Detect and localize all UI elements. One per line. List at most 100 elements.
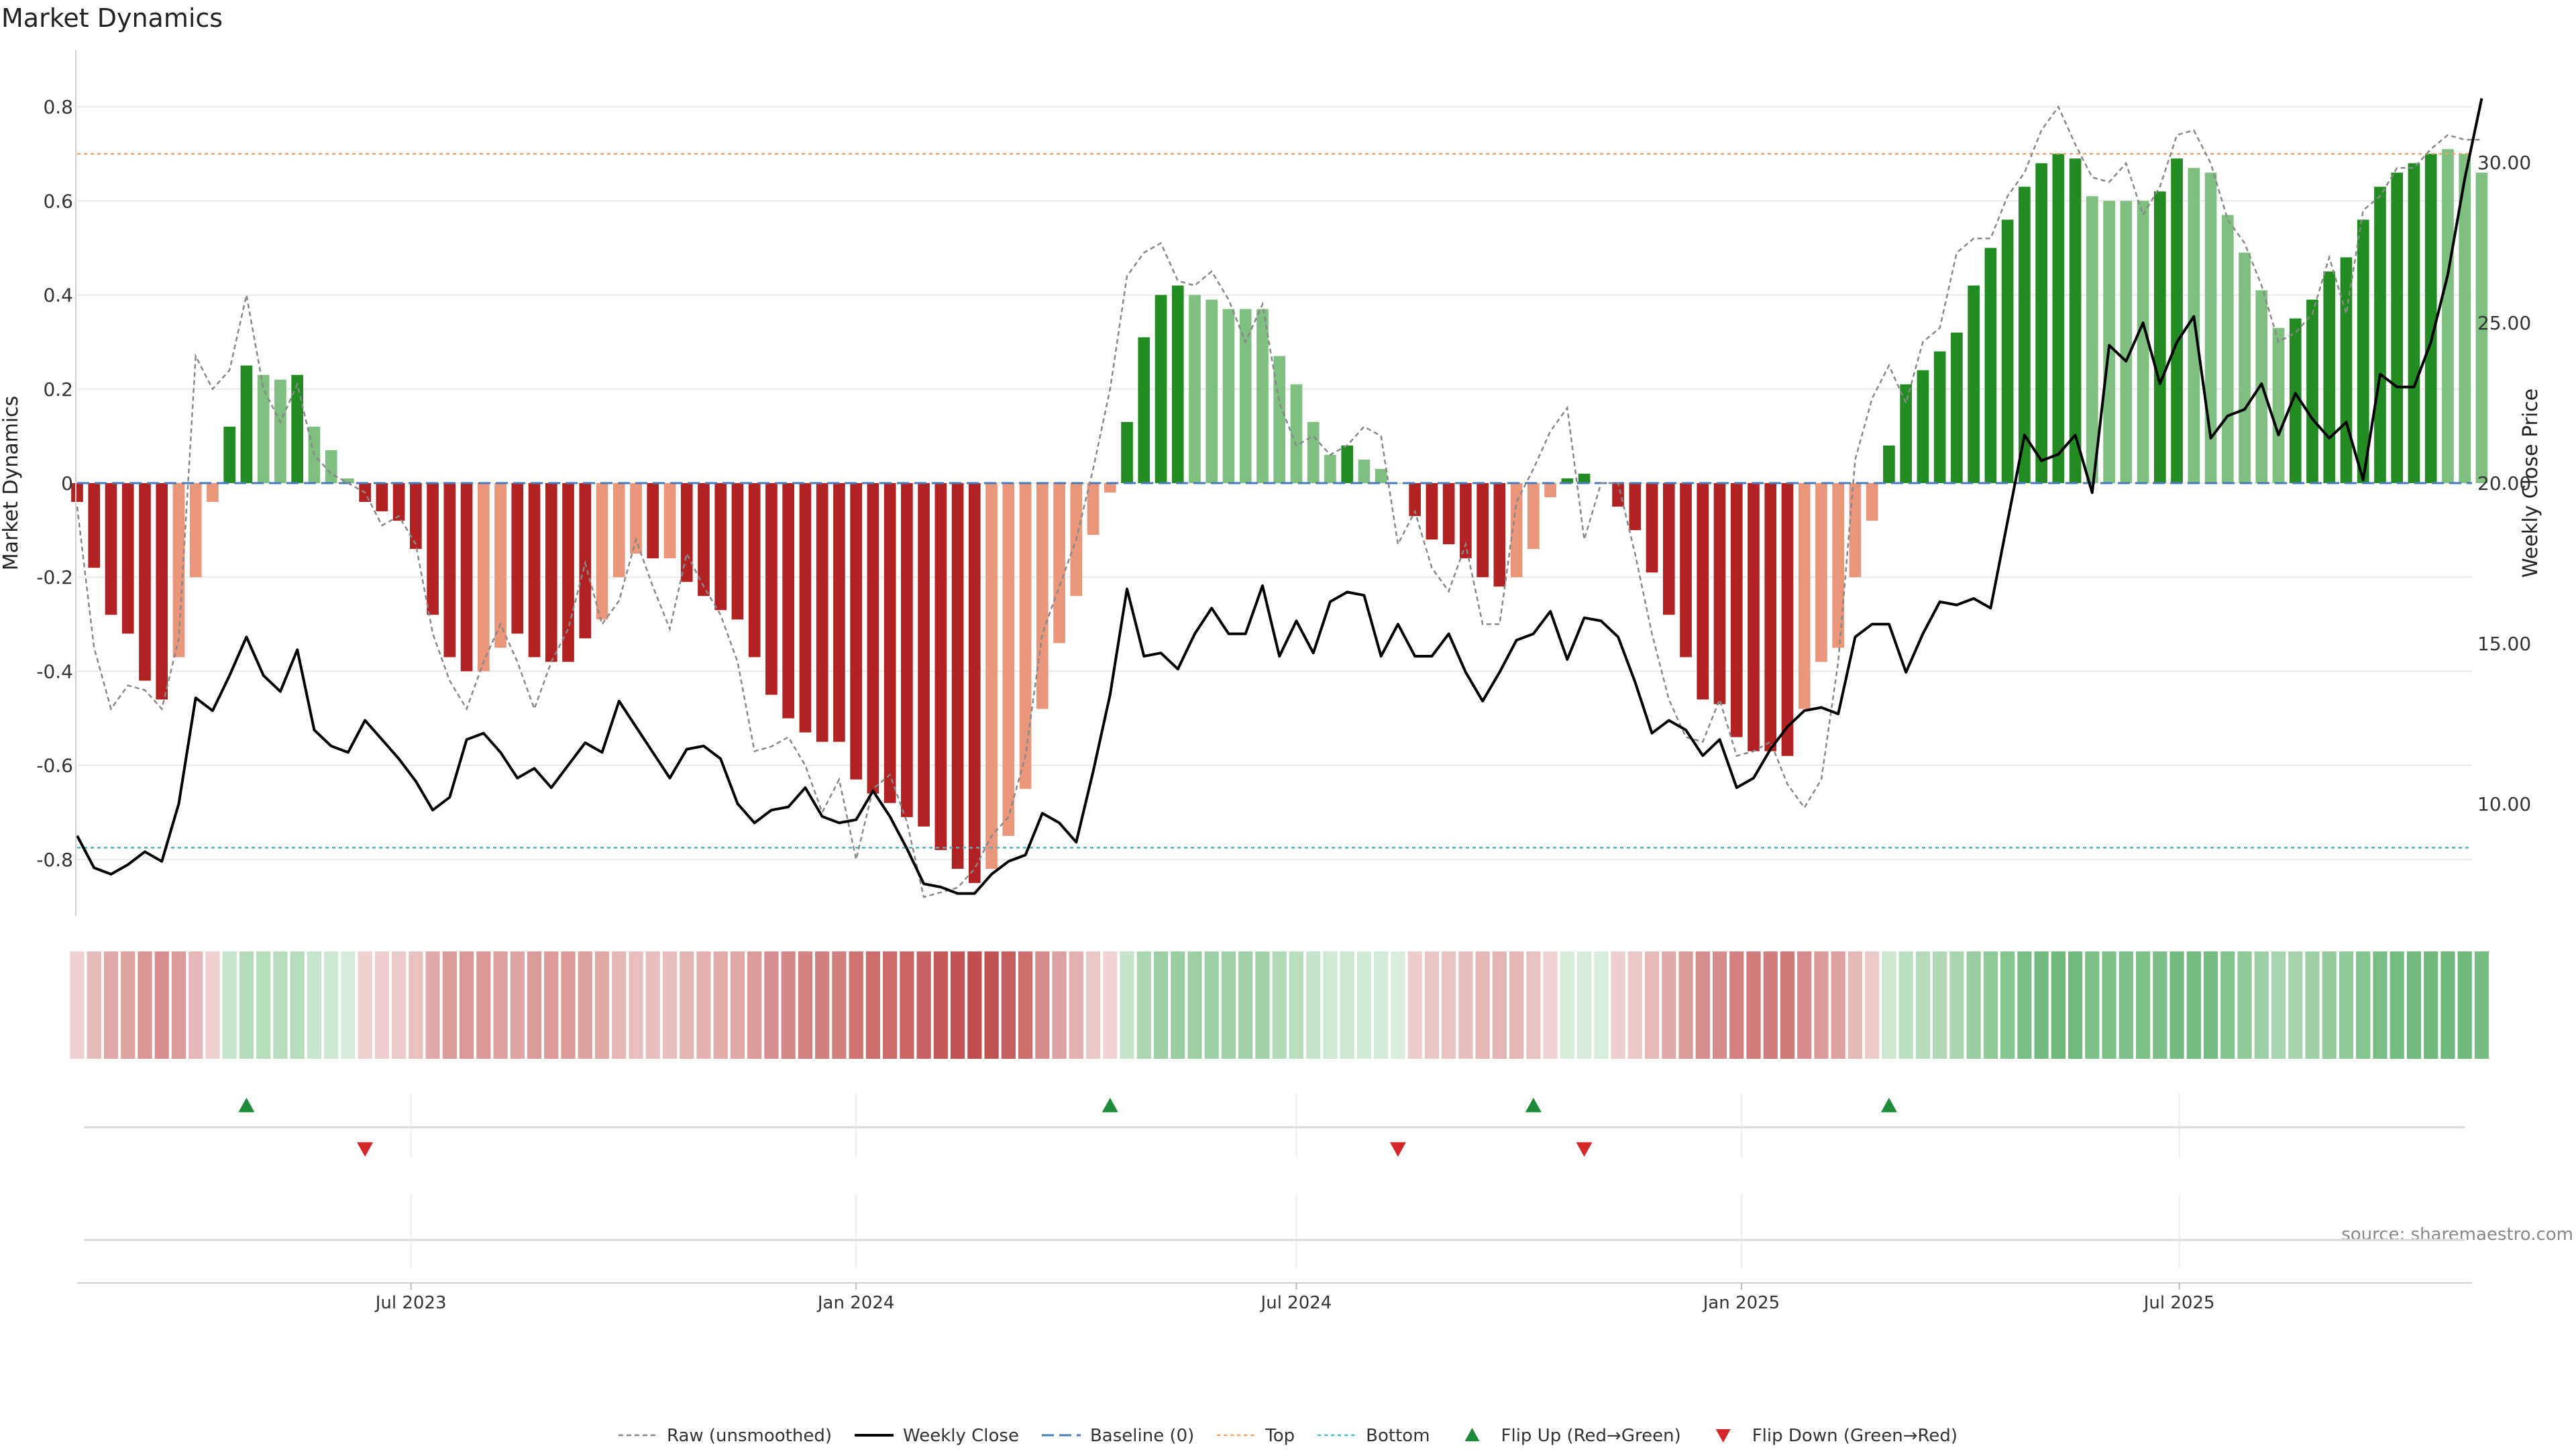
y-tick-label-left: 0.2 bbox=[43, 378, 73, 401]
dynamics-bar bbox=[647, 483, 659, 559]
regime-cell bbox=[1153, 951, 1169, 1059]
regime-cell bbox=[154, 951, 169, 1059]
regime-cell bbox=[1289, 951, 1304, 1059]
regime-cell bbox=[1475, 951, 1490, 1059]
dynamics-bar bbox=[291, 374, 303, 483]
regime-cell bbox=[1356, 951, 1372, 1059]
dynamics-bar bbox=[748, 483, 761, 658]
regime-cell bbox=[392, 951, 407, 1059]
regime-cell bbox=[2017, 951, 2032, 1059]
dynamics-bar bbox=[1781, 483, 1794, 756]
regime-cell bbox=[70, 951, 85, 1059]
dynamics-bar bbox=[782, 483, 795, 719]
regime-cell bbox=[1933, 951, 1947, 1059]
dynamics-bar bbox=[156, 483, 168, 700]
dynamics-bar bbox=[1561, 478, 1574, 483]
regime-cell bbox=[730, 951, 745, 1059]
x-tick-label: Jul 2023 bbox=[374, 1293, 447, 1313]
regime-cell bbox=[2440, 951, 2455, 1059]
regime-cell bbox=[2034, 951, 2049, 1059]
flip-up-marker bbox=[238, 1098, 255, 1112]
dynamics-bar bbox=[1189, 295, 1201, 483]
regime-cell bbox=[2085, 951, 2100, 1059]
regime-cell bbox=[2356, 951, 2371, 1059]
regime-cell bbox=[2390, 951, 2404, 1059]
regime-cell bbox=[2186, 951, 2201, 1059]
y-tick-label-right: 30.00 bbox=[2477, 152, 2531, 174]
legend-label: Weekly Close bbox=[903, 1426, 1019, 1446]
regime-cell bbox=[2305, 951, 2320, 1059]
regime-cell bbox=[1272, 951, 1287, 1059]
regime-cell bbox=[1103, 951, 1118, 1059]
regime-cell bbox=[121, 951, 136, 1059]
dynamics-bar bbox=[1917, 370, 1929, 483]
flip-down-marker bbox=[1576, 1142, 1593, 1157]
regime-cell bbox=[883, 951, 898, 1059]
regime-cell bbox=[1458, 951, 1473, 1059]
dynamics-bar bbox=[1730, 483, 1743, 737]
legend-item-top: Top bbox=[1217, 1426, 1295, 1446]
regime-cell bbox=[2474, 951, 2489, 1059]
dynamics-bar bbox=[2475, 172, 2488, 483]
dynamics-bar bbox=[1477, 483, 1489, 578]
legend-label: Flip Up (Red→Green) bbox=[1501, 1426, 1681, 1446]
dynamics-bar bbox=[2323, 271, 2336, 483]
legend-item-baseline: Baseline (0) bbox=[1041, 1426, 1194, 1446]
legend-item-close: Weekly Close bbox=[855, 1426, 1019, 1446]
dynamics-bar bbox=[1409, 483, 1421, 517]
dynamics-bar bbox=[714, 483, 727, 611]
weekly-close-line bbox=[76, 98, 2483, 895]
regime-cell bbox=[594, 951, 610, 1059]
regime-cell bbox=[832, 951, 847, 1059]
legend-label: Bottom bbox=[1366, 1426, 1430, 1446]
dynamics-bar bbox=[765, 483, 777, 695]
regime-cell bbox=[1611, 951, 1625, 1059]
dynamics-bar bbox=[1493, 483, 1506, 587]
legend: Raw (unsmoothed) Weekly Close Baseline (0)… bbox=[618, 1426, 1957, 1446]
dynamics-bar bbox=[1087, 483, 1099, 535]
dynamics-bar bbox=[528, 483, 541, 658]
regime-cell bbox=[2203, 951, 2218, 1059]
regime-cell bbox=[374, 951, 389, 1059]
regime-cell bbox=[1882, 951, 1896, 1059]
dynamics-bar bbox=[1392, 483, 1404, 484]
regime-cell bbox=[2220, 951, 2235, 1059]
regime-cell bbox=[459, 951, 474, 1059]
dynamics-bar bbox=[392, 483, 405, 521]
dynamics-bar bbox=[545, 483, 557, 662]
dynamics-bar bbox=[1426, 483, 1438, 540]
regime-cell bbox=[2254, 951, 2269, 1059]
dynamics-bar bbox=[494, 483, 506, 648]
dynamics-bar bbox=[630, 483, 642, 554]
regime-cell bbox=[1187, 951, 1202, 1059]
lines-layer bbox=[76, 98, 2483, 898]
regime-cell bbox=[2406, 951, 2422, 1059]
regime-cell bbox=[2118, 951, 2133, 1059]
regime-cell bbox=[865, 951, 880, 1059]
y-axis-label-right: Weekly Close Price bbox=[2519, 388, 2542, 578]
dynamics-bar bbox=[2408, 163, 2420, 483]
axes-layer: 0.8 0.6 0.4 0.2 0 -0.2 -0.4 -0.6 -0.8 30.00 25.00 2… bbox=[36, 50, 2531, 1313]
dynamics-bar bbox=[274, 379, 286, 483]
dynamics-bar bbox=[1646, 483, 1658, 573]
dynamics-bar bbox=[1205, 299, 1218, 483]
regime-cell bbox=[2373, 951, 2387, 1059]
regime-cell bbox=[900, 951, 914, 1059]
regime-cell bbox=[290, 951, 305, 1059]
regime-cell bbox=[1136, 951, 1151, 1059]
source-note: source: sharemaestro.com bbox=[2341, 1225, 2573, 1245]
dynamics-bar bbox=[1036, 483, 1049, 709]
dynamics-bar bbox=[2357, 219, 2369, 483]
regime-cell bbox=[2322, 951, 2337, 1059]
flip-up-marker bbox=[1102, 1098, 1118, 1112]
dynamics-bar bbox=[934, 483, 947, 850]
regime-cell bbox=[1340, 951, 1354, 1059]
dynamics-bar bbox=[918, 483, 930, 827]
dynamics-bar bbox=[985, 483, 998, 869]
x-tick-label: Jul 2024 bbox=[1260, 1293, 1332, 1313]
regime-cell bbox=[205, 951, 220, 1059]
dynamics-bar bbox=[1984, 248, 1997, 483]
dynamics-bar bbox=[2374, 187, 2386, 483]
